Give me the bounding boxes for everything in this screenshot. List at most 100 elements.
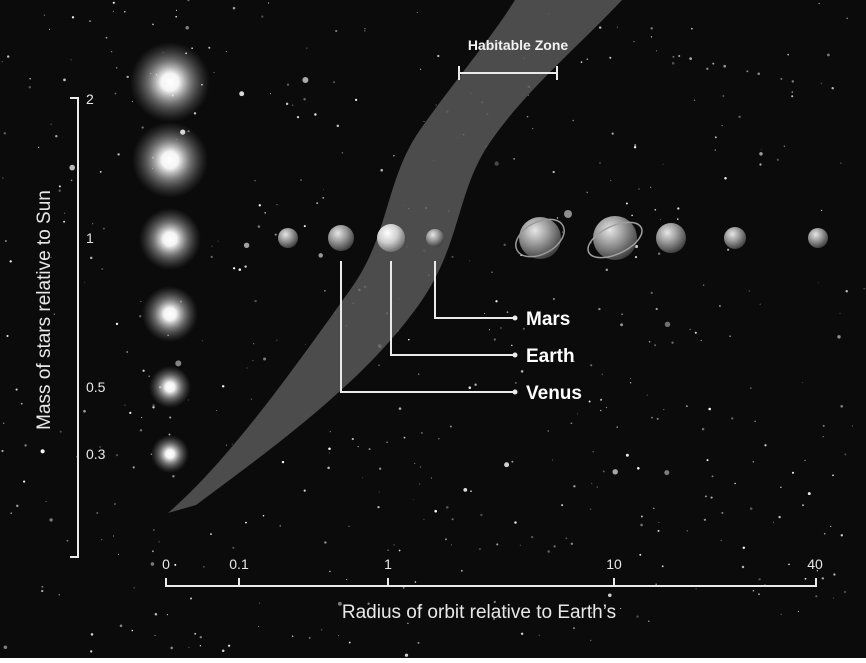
background-star (588, 400, 591, 403)
background-star (506, 311, 509, 314)
background-star (323, 188, 325, 190)
background-star (846, 17, 848, 20)
background-star (804, 577, 807, 580)
background-star (837, 335, 841, 339)
background-star (552, 170, 555, 174)
background-star (304, 344, 306, 345)
earth-leader-line (390, 261, 515, 356)
background-star (520, 632, 524, 636)
background-star (142, 369, 145, 372)
background-star (840, 405, 843, 408)
background-star (653, 507, 655, 510)
star-glow (132, 122, 208, 198)
background-star (570, 542, 574, 546)
y-tick-label: 2 (86, 91, 94, 107)
background-star (131, 629, 134, 632)
background-star (580, 61, 583, 63)
label-venus: Venus (526, 383, 582, 404)
background-star (169, 416, 172, 419)
background-star (634, 256, 638, 259)
background-star (589, 508, 592, 511)
y-tick-label: 1 (86, 230, 94, 246)
background-star (414, 463, 416, 465)
background-star (90, 633, 94, 636)
background-star (749, 507, 753, 510)
background-star (469, 260, 471, 262)
background-star (324, 289, 326, 292)
background-star (515, 382, 517, 384)
background-star (49, 518, 53, 522)
background-star (526, 115, 529, 118)
background-star (117, 553, 119, 555)
background-star (640, 515, 643, 518)
background-star (303, 97, 306, 101)
background-star (780, 613, 782, 615)
background-star (601, 373, 604, 376)
background-star (393, 544, 395, 546)
background-star (114, 92, 117, 95)
background-star (693, 99, 696, 101)
background-star (279, 525, 281, 527)
habitable-zone-band (168, 0, 622, 513)
background-star (45, 501, 47, 503)
label-mars: Mars (526, 309, 570, 330)
background-star (346, 578, 348, 581)
background-star (1, 61, 3, 63)
background-star (430, 477, 432, 479)
background-star (639, 553, 642, 556)
background-star (338, 635, 339, 637)
background-star (605, 268, 609, 272)
background-star (66, 539, 69, 542)
star-glow (139, 208, 201, 270)
background-star (303, 225, 306, 228)
background-star (616, 426, 618, 428)
background-star (188, 646, 190, 649)
background-star (3, 645, 8, 650)
background-star (752, 590, 755, 592)
background-star (10, 512, 12, 514)
background-star (28, 86, 31, 89)
background-star (368, 448, 371, 451)
background-star (449, 425, 452, 428)
background-star (759, 163, 762, 166)
background-star (468, 386, 472, 389)
background-star (189, 597, 193, 600)
background-star (656, 417, 659, 420)
background-star (259, 602, 261, 604)
background-star (791, 95, 794, 98)
background-star (203, 566, 205, 568)
background-star (20, 402, 23, 405)
background-star (175, 360, 182, 367)
planet-mars (426, 229, 444, 247)
background-star (610, 179, 612, 182)
background-star (611, 132, 614, 135)
background-star (839, 313, 841, 314)
background-star (303, 489, 306, 492)
background-star (703, 518, 707, 521)
background-star (547, 430, 550, 432)
background-star (845, 290, 848, 293)
background-star (113, 535, 114, 537)
background-star (154, 613, 158, 616)
background-star (281, 460, 285, 464)
background-star (749, 387, 752, 389)
background-star (55, 134, 58, 138)
background-star (720, 540, 722, 542)
background-star (505, 610, 507, 612)
background-star (493, 600, 496, 603)
background-star (337, 601, 342, 606)
background-star (840, 534, 843, 537)
background-star (324, 541, 327, 544)
background-star (612, 469, 618, 475)
background-star (677, 207, 680, 210)
background-star (758, 578, 761, 581)
background-star (404, 653, 409, 657)
background-star (602, 470, 605, 473)
background-star (274, 233, 277, 236)
background-star (609, 56, 612, 59)
background-star (437, 54, 440, 58)
background-star (780, 77, 783, 80)
y-tick-label: 0.5 (86, 379, 106, 395)
background-star (438, 438, 440, 440)
background-star (634, 244, 639, 249)
